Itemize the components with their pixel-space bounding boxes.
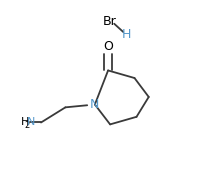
Text: Br: Br [103,15,117,28]
Text: O: O [103,40,113,53]
Text: N: N [90,98,99,111]
Text: N: N [27,118,36,127]
Text: 2: 2 [25,121,30,130]
Text: H: H [122,28,131,41]
Text: H: H [21,118,29,127]
